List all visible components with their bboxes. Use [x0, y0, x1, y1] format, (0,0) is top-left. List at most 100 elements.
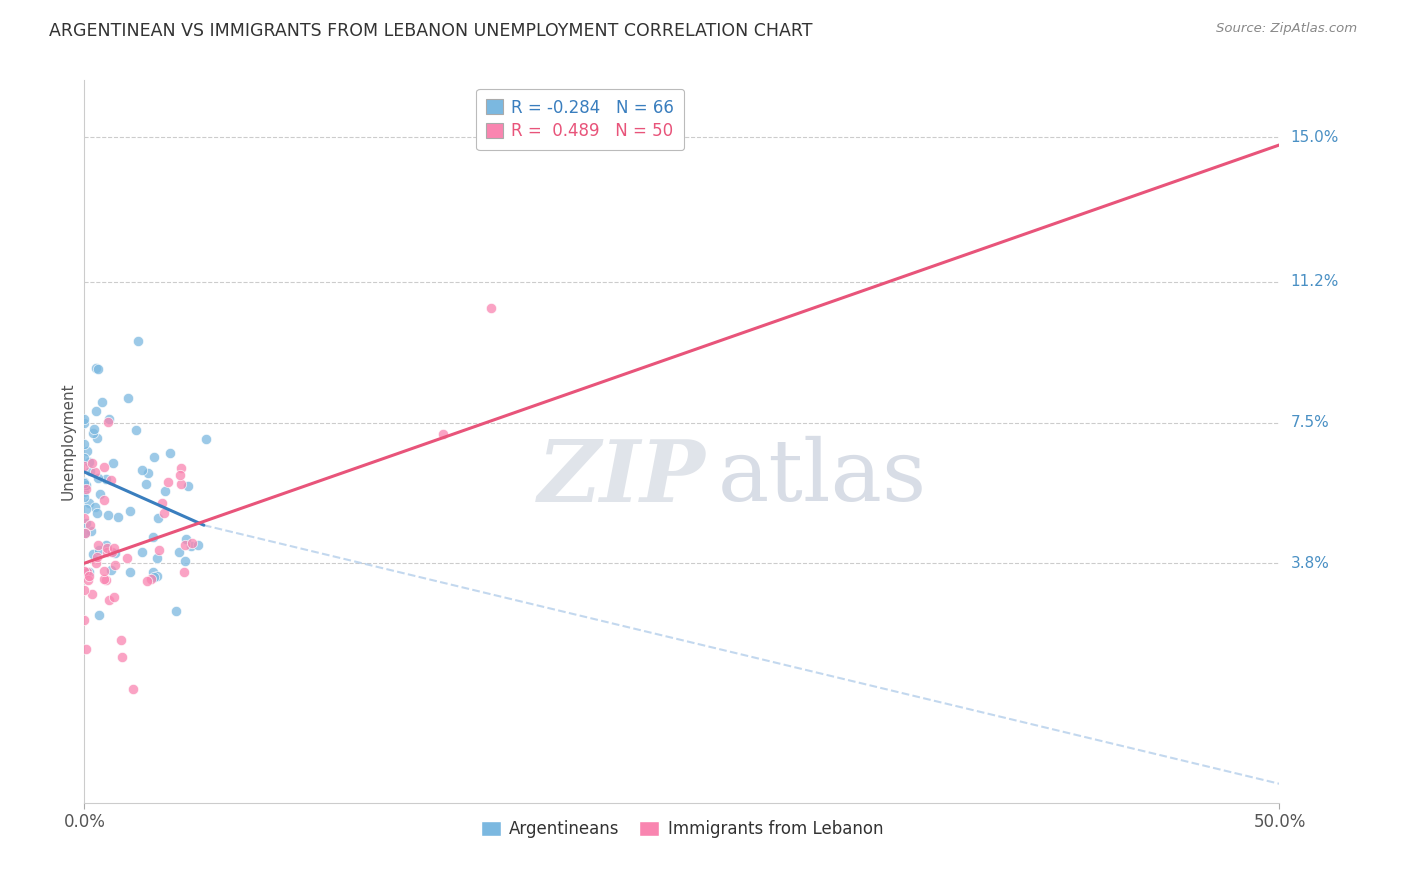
Point [73, 582, 96, 597]
Point [101, 545, 124, 559]
Point [86, 550, 108, 565]
Point [96, 541, 118, 555]
Point [75, 642, 97, 657]
Point [73, 565, 96, 579]
Point [131, 463, 153, 477]
Point [73, 451, 96, 466]
Point [82, 587, 104, 601]
Point [173, 565, 195, 579]
Point [73, 459, 96, 474]
Point [90, 395, 112, 409]
Point [152, 495, 174, 509]
Point [170, 477, 193, 491]
Point [104, 558, 127, 573]
Point [143, 570, 166, 584]
Point [141, 572, 163, 586]
Point [97, 508, 120, 522]
Point [82, 547, 104, 561]
Point [159, 446, 181, 460]
Point [73, 437, 96, 451]
Point [142, 530, 165, 544]
Legend: Argentineans, Immigrants from Lebanon: Argentineans, Immigrants from Lebanon [474, 814, 890, 845]
Point [77, 566, 100, 580]
Point [84, 404, 107, 418]
Point [103, 591, 125, 605]
Point [136, 466, 159, 480]
Point [80, 456, 103, 470]
Point [111, 649, 134, 664]
Point [86, 362, 108, 376]
Point [86, 506, 108, 520]
Point [93, 564, 115, 578]
Point [73, 475, 96, 490]
Point [75, 482, 97, 496]
Point [73, 511, 96, 525]
Point [73, 416, 96, 430]
Point [76, 573, 98, 587]
Point [83, 422, 105, 436]
Point [117, 392, 139, 406]
Point [117, 551, 139, 566]
Point [103, 541, 125, 556]
Point [75, 477, 97, 491]
Point [157, 475, 180, 489]
Point [120, 504, 142, 518]
Point [93, 493, 115, 508]
Point [82, 425, 104, 440]
Point [107, 509, 129, 524]
Point [94, 573, 117, 587]
Point [194, 432, 217, 446]
Point [110, 632, 132, 647]
Point [142, 565, 165, 579]
Point [177, 479, 200, 493]
Point [174, 532, 197, 546]
Text: atlas: atlas [718, 436, 927, 519]
Point [146, 550, 169, 565]
Point [79, 517, 101, 532]
Point [148, 543, 170, 558]
Point [77, 568, 100, 582]
Point [89, 487, 111, 501]
Text: Source: ZipAtlas.com: Source: ZipAtlas.com [1216, 22, 1357, 36]
Point [93, 572, 115, 586]
Point [86, 471, 108, 485]
Point [76, 444, 98, 458]
Point [80, 524, 103, 538]
Text: ARGENTINEAN VS IMMIGRANTS FROM LEBANON UNEMPLOYMENT CORRELATION CHART: ARGENTINEAN VS IMMIGRANTS FROM LEBANON U… [49, 22, 813, 40]
Point [73, 476, 96, 491]
Point [166, 605, 188, 619]
Point [97, 416, 120, 430]
Point [153, 506, 176, 520]
Text: ZIP: ZIP [538, 436, 706, 519]
Point [75, 501, 97, 516]
Point [104, 546, 127, 560]
Point [73, 484, 96, 499]
Point [86, 361, 108, 376]
Point [135, 476, 157, 491]
Point [73, 412, 96, 426]
Point [120, 565, 142, 579]
Point [124, 423, 146, 437]
Point [187, 538, 209, 552]
Point [76, 565, 98, 579]
Point [97, 412, 120, 426]
Point [84, 500, 107, 515]
Point [84, 556, 107, 570]
Point [432, 426, 454, 441]
Point [142, 450, 165, 465]
Text: 3.8%: 3.8% [1291, 556, 1330, 571]
Point [83, 466, 105, 480]
Point [479, 301, 502, 316]
Point [169, 468, 191, 483]
Point [79, 464, 101, 478]
Point [100, 563, 122, 577]
Point [96, 545, 118, 559]
Point [77, 496, 100, 510]
Point [167, 545, 190, 559]
Point [86, 538, 108, 552]
Point [174, 538, 197, 552]
Point [146, 511, 169, 525]
Point [73, 613, 96, 627]
Point [153, 483, 176, 498]
Point [170, 461, 193, 475]
